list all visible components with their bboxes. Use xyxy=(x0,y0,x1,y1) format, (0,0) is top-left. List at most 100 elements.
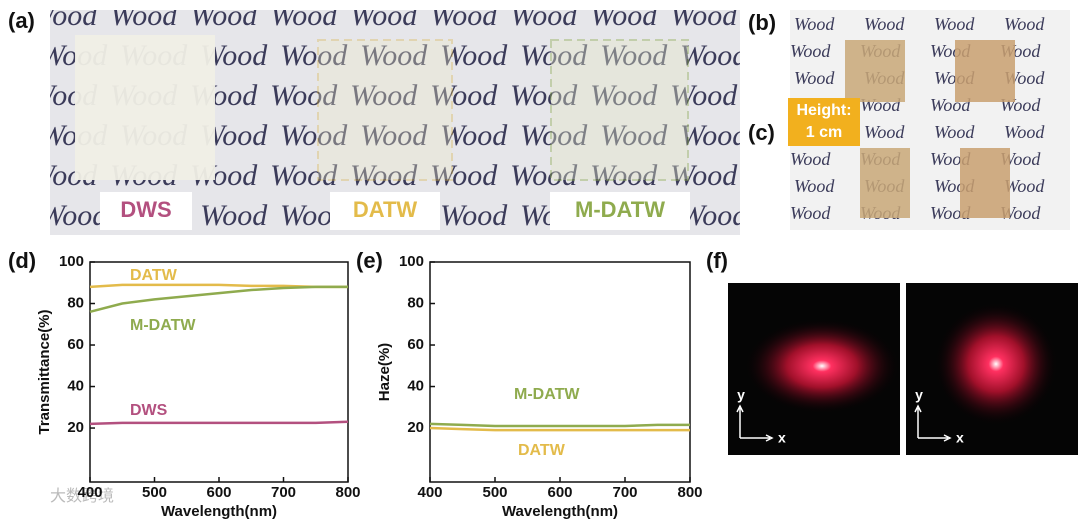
axis-letter: x xyxy=(778,430,786,446)
y-tick-label: 60 xyxy=(407,336,424,353)
label-box xyxy=(330,192,440,230)
wood-word: Wood xyxy=(350,79,418,112)
wood-word: Wood xyxy=(30,0,98,32)
series-line xyxy=(429,426,690,432)
wood-block xyxy=(960,148,1010,218)
wood-word: Wood xyxy=(934,122,975,142)
wood-word: Wood xyxy=(270,79,338,112)
wood-word: Wood xyxy=(934,14,975,34)
y-tick-label: 80 xyxy=(407,294,424,311)
panel-label: (a) xyxy=(8,8,35,33)
wood-word: Wood xyxy=(510,159,578,192)
y-tick-label: 60 xyxy=(67,336,84,353)
wood-word: Wood xyxy=(520,119,588,152)
wood-word: Wood xyxy=(430,159,498,192)
wood-word: Wood xyxy=(510,79,578,112)
wood-word: Wood xyxy=(864,14,905,34)
wood-block xyxy=(860,148,910,218)
sample-label: DWS xyxy=(120,197,171,222)
wood-word: Wood xyxy=(794,14,835,34)
wood-word: Wood xyxy=(1000,149,1041,169)
wood-word: Wood xyxy=(280,39,348,72)
wood-word: Wood xyxy=(590,0,658,32)
series-line xyxy=(89,420,349,426)
wood-block xyxy=(845,40,905,102)
watermark: 大数跨境 xyxy=(50,486,114,505)
wood-word: Wood xyxy=(360,119,428,152)
wood-word: Wood xyxy=(1004,176,1045,196)
wood-word: Wood xyxy=(270,0,338,32)
wood-word: Wood xyxy=(670,159,738,192)
wood-word: Wood xyxy=(864,122,905,142)
wood-word: Wood xyxy=(110,0,178,32)
wood-word: Wood xyxy=(40,199,108,232)
panel-label: (f) xyxy=(706,248,728,273)
wood-word: Wood xyxy=(430,79,498,112)
series-label: DWS xyxy=(130,402,168,419)
x-tick-label: 400 xyxy=(77,484,102,501)
plot-frame xyxy=(89,261,349,483)
series-line xyxy=(89,285,348,314)
panel-label: (e) xyxy=(356,248,383,273)
wood-word: Wood xyxy=(440,199,508,232)
axis-arrows xyxy=(736,404,952,442)
wood-word: Wood xyxy=(350,0,418,32)
datw-sample xyxy=(317,39,453,181)
wood-block xyxy=(955,40,1015,102)
series-label: M-DATW xyxy=(130,317,196,334)
wood-word: Wood xyxy=(794,176,835,196)
height-label: 1 cm xyxy=(806,124,842,141)
wood-word: Wood xyxy=(440,119,508,152)
wood-word: Wood xyxy=(790,203,831,223)
wood-word: Wood xyxy=(680,119,748,152)
wood-word: Wood xyxy=(790,149,831,169)
label-box xyxy=(550,192,690,230)
wood-word: Wood xyxy=(510,0,578,32)
x-tick-label: 600 xyxy=(206,484,231,501)
x-tick-label: 500 xyxy=(142,484,167,501)
panel-label: (d) xyxy=(8,248,36,273)
y-tick-label: 40 xyxy=(67,377,84,394)
x-tick-label: 800 xyxy=(677,484,702,501)
laser-spot xyxy=(744,318,900,414)
wood-word: Wood xyxy=(590,79,658,112)
label-box xyxy=(100,192,192,230)
wood-word: Wood xyxy=(190,0,258,32)
wood-word: Wood xyxy=(790,41,831,61)
series-label: DATW xyxy=(518,442,566,459)
wood-word: Wood xyxy=(430,0,498,32)
y-axis-label: Haze(%) xyxy=(376,343,393,401)
series-label: DATW xyxy=(130,267,178,284)
dws-sample xyxy=(75,35,215,180)
wood-word: Wood xyxy=(600,39,668,72)
mdatw-sample xyxy=(550,39,689,181)
wood-word: Wood xyxy=(520,39,588,72)
laser-spot xyxy=(934,302,1058,426)
x-tick-label: 700 xyxy=(271,484,296,501)
series-label: M-DATW xyxy=(514,386,580,403)
wood-word: Wood xyxy=(270,159,338,192)
height-label: Height: xyxy=(796,102,851,119)
wood-word: Wood xyxy=(670,79,738,112)
y-tick-label: 80 xyxy=(67,294,84,311)
wood-word: Wood xyxy=(280,119,348,152)
height-box xyxy=(788,98,860,146)
wood-word: Wood xyxy=(440,39,508,72)
wood-word: Wood xyxy=(350,159,418,192)
y-tick-label: 20 xyxy=(407,419,424,436)
y-tick-label: 100 xyxy=(59,253,84,270)
wood-word: Wood xyxy=(794,68,835,88)
y-axis-label: Transmittance(%) xyxy=(36,309,53,434)
axis-letter: y xyxy=(737,387,745,403)
wood-word: Wood xyxy=(600,119,668,152)
panel-label: (b) xyxy=(748,10,776,35)
x-tick-label: 700 xyxy=(612,484,637,501)
x-tick-label: 800 xyxy=(335,484,360,501)
axis-letter: x xyxy=(956,430,964,446)
wood-word: Wood xyxy=(1000,203,1041,223)
x-tick-label: 600 xyxy=(547,484,572,501)
sample-label: DATW xyxy=(353,197,418,222)
wood-word: Wood xyxy=(680,39,748,72)
